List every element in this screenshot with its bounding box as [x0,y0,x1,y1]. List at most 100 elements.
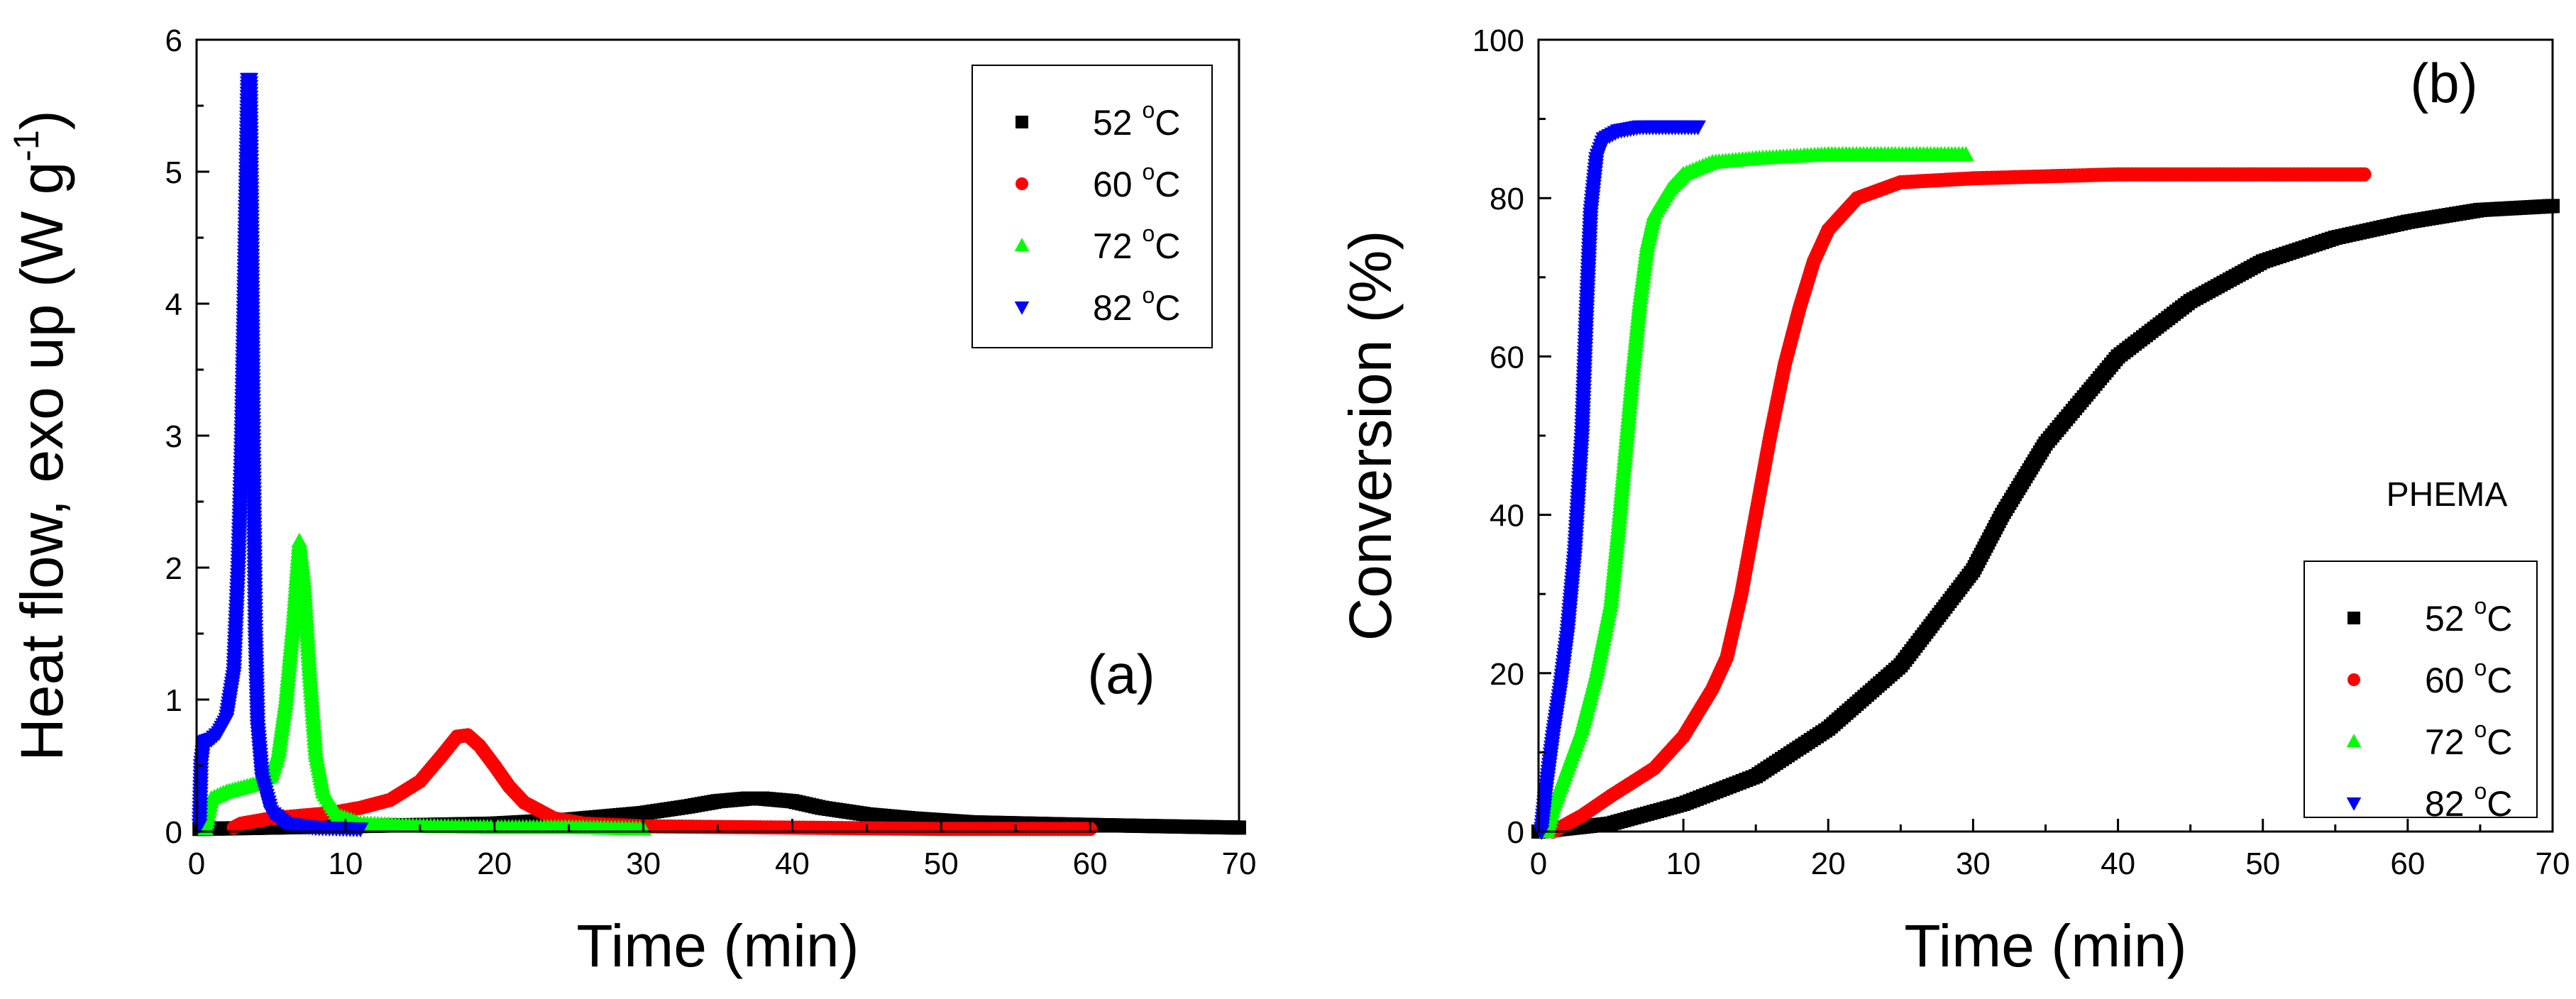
x-axis-title: Time (min) [576,912,859,979]
legend-unit: C [1155,103,1180,143]
y-axis-title-close: ) [9,110,75,130]
x-tick-label: 70 [1222,846,1257,881]
x-tick-label: 60 [1073,846,1108,881]
legend-temp: 60 [2425,661,2465,700]
panel-b-conversion-chart: 0 10 20 30 40 50 60 70 0 20 40 60 80 100 Time (min) Con… [1337,23,2570,979]
legend-unit: C [2487,661,2512,700]
y-tick-label: 5 [165,155,182,190]
legend-space [2465,722,2475,762]
x-tick-label: 40 [2101,846,2135,881]
legend-entry: 52 oC [2347,593,2512,639]
y-tick-label: 6 [165,23,182,58]
legend-entry: 82 oC [1014,282,1180,328]
legend-space [1133,288,1143,328]
legend-degree-sup: o [1143,282,1155,308]
legend-entry: 72 oC [1014,221,1180,266]
legend-space [2465,784,2475,824]
legend-label: 60 oC [2425,655,2512,700]
y-tick-label: 2 [165,551,182,586]
legend-label: 82 oC [1093,282,1180,328]
legend-temp: 60 [1093,165,1133,204]
series-72C [1539,145,1974,838]
data-point [1957,145,1974,161]
series-82C [1533,120,1707,840]
y-tick-label: 60 [1490,340,1524,375]
data-point [1690,120,1707,136]
legend-unit: C [1155,226,1180,266]
ticks: 0 10 20 30 40 50 60 70 0 20 40 60 80 100 [1473,23,2570,881]
x-tick-label: 60 [2390,846,2425,881]
y-axis-title: Heat flow, exo up (W g-1) [6,110,75,761]
x-tick-label: 30 [1956,846,1991,881]
x-tick-label: 70 [2536,846,2570,881]
legend-label: 52 oC [2425,593,2512,639]
legend-marker [1015,177,1028,190]
legend-degree-sup: o [2475,593,2487,619]
x-tick-label: 0 [188,846,205,881]
series-82C [191,72,369,838]
legend-marker [1014,301,1030,315]
y-tick-label: 80 [1490,182,1524,216]
x-tick-label: 20 [1811,846,1846,881]
legend-temp: 72 [2425,722,2465,762]
panel-label: (a) [1087,643,1155,705]
legend-degree-sup: o [1143,221,1155,246]
legend-box [2303,561,2538,818]
legend-temp: 82 [2425,784,2465,824]
y-tick-label: 3 [165,419,182,454]
legend-entry: 52 oC [1015,97,1180,143]
legend-marker [1014,238,1030,252]
y-axis-title: Conversion (%) [1337,231,1404,641]
legend-label: 52 oC [1093,97,1180,143]
series-60C [1546,167,2372,839]
legend-space [1133,165,1143,204]
x-tick-label: 30 [626,846,661,881]
x-tick-label: 40 [775,846,810,881]
legend-degree-sup: o [2475,778,2487,804]
legend-unit: C [1155,165,1180,204]
x-tick-label: 20 [477,846,512,881]
y-tick-label: 1 [165,683,182,718]
x-tick-label: 10 [1666,846,1701,881]
legend-degree-sup: o [1143,97,1155,123]
x-axis-title: Time (min) [1904,912,2186,979]
x-tick-label: 50 [924,846,959,881]
legend-marker [1015,116,1028,128]
legend-marker [2347,612,2360,624]
x-tick-label: 50 [2245,846,2280,881]
legend-unit: C [2487,722,2512,762]
legend-marker [2346,734,2362,748]
legend-space [1133,103,1143,143]
ticks: 0 10 20 30 40 50 60 70 0 1 2 3 4 5 6 [165,23,1257,881]
series-52C [1531,199,2560,839]
y-tick-label: 4 [165,287,182,322]
y-tick-label: 100 [1473,23,1524,58]
y-tick-label: 40 [1490,499,1524,534]
y-axis-title-sup: -1 [6,130,46,161]
panel-a-heat-flow-chart: 0 10 20 30 40 50 60 70 0 1 2 3 4 5 6 Time (min) Heat flo… [6,23,1256,979]
legend-temp: 72 [1093,226,1133,266]
data-point [352,822,369,838]
panel-label: (b) [2410,52,2477,114]
data-point [2357,167,2372,182]
plot-area [1531,120,2560,840]
y-tick-label: 0 [165,815,182,850]
legend-entry: 72 oC [2346,717,2512,762]
y-axis-title-main: Heat flow, exo up (W g [9,162,75,761]
legend-entry: 60 oC [1015,159,1180,204]
legend-temp: 52 [2425,599,2465,639]
legend-entry: 82 oC [2346,778,2512,824]
legend-label: 60 oC [1093,159,1180,204]
legend-degree-sup: o [2475,655,2487,680]
x-tick-label: 0 [1530,846,1547,881]
legend-unit: C [2487,599,2512,639]
legend-space [2465,661,2475,700]
y-tick-label: 0 [1507,815,1524,850]
legend-space [2465,599,2475,639]
legend-label: 82 oC [2425,778,2512,824]
legend-label: 72 oC [1093,221,1180,266]
y-tick-label: 20 [1490,657,1524,692]
